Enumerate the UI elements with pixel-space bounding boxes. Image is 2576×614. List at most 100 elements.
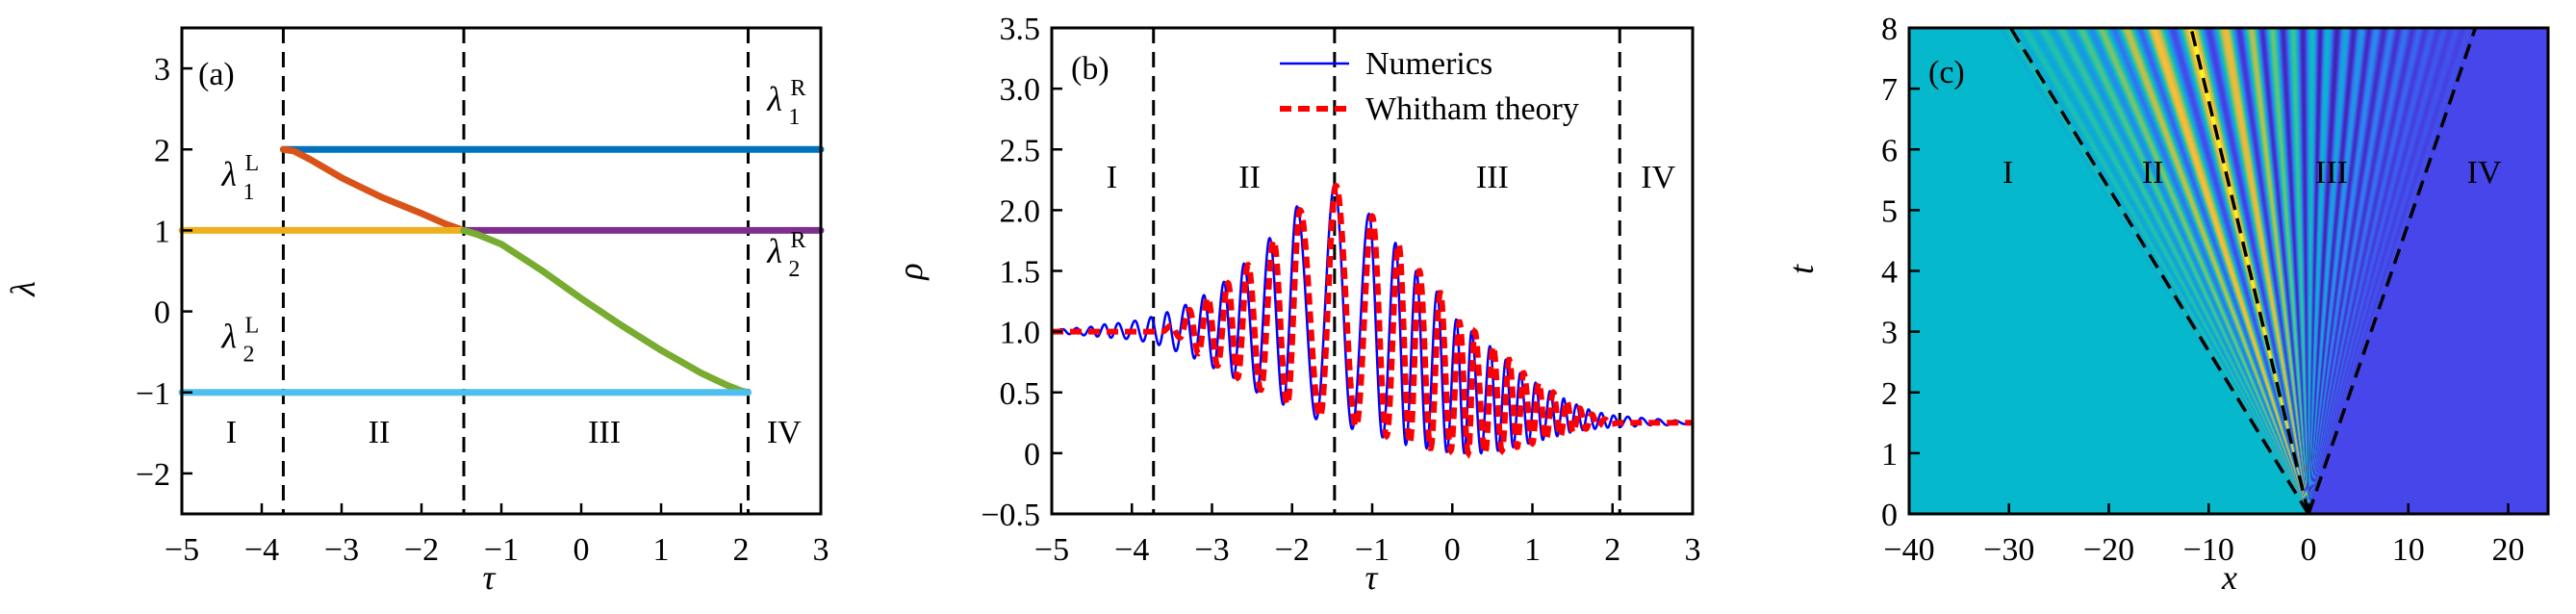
x-tick-label: 0 [2301, 532, 2317, 568]
y-tick-label: 3 [1881, 316, 1898, 351]
legend-label-whitham: Whitham theory [1365, 91, 1579, 127]
y-tick-label: 2.5 [1000, 133, 1041, 168]
y-tick-label: 5 [1881, 193, 1898, 229]
lambda-superscript: L [245, 151, 260, 176]
x-tick-label: 20 [2492, 532, 2525, 568]
x-tick-label: −30 [1983, 532, 2034, 568]
x-tick-label: −4 [244, 532, 279, 568]
region-label-IV: IV [2467, 155, 2502, 191]
heatmap-c [1909, 28, 2548, 514]
x-tick-label: 3 [813, 532, 829, 568]
y-tick-label: 2 [1881, 376, 1898, 412]
y-tick-label: 1.0 [1000, 316, 1041, 351]
panel-b: −5 −4 −3 −2 −1 0 1 2 3 −0.5 0 0.5 1.0 1.5 2.0 2.5 3.0 3.5… [891, 12, 1701, 597]
lambda-annotation: λ L 1 [221, 151, 260, 205]
lambda-symbol: λ [221, 155, 238, 193]
curve-lambda-green [460, 226, 752, 397]
panel-label-b: (b) [1071, 51, 1109, 87]
region-label-III: III [1476, 160, 1509, 195]
lambda-symbol: λ [766, 232, 782, 270]
y-tick-label: 0 [154, 295, 170, 331]
x-axis-label: x [2221, 558, 2237, 597]
y-tick-label: 6 [1881, 133, 1898, 168]
y-tick-label: −0.5 [981, 498, 1040, 533]
panel-label-a: (a) [198, 57, 235, 92]
region-label-IV: IV [1641, 160, 1675, 195]
x-tick-label: −2 [404, 532, 439, 568]
region-label-I: I [2002, 155, 2013, 191]
y-tick-label: 1 [154, 214, 170, 249]
x-tick-label: 3 [1685, 532, 1701, 568]
lambda-subscript: 2 [243, 342, 255, 367]
axes-frame [1907, 26, 2550, 516]
region-boundary-ray [2008, 27, 2310, 515]
axes-frame [180, 26, 823, 516]
lambda-symbol: λ [766, 80, 782, 118]
y-tick-label: 1.5 [1000, 255, 1041, 291]
y-tick-label: 3.5 [1000, 12, 1041, 47]
y-tick-label: −2 [136, 457, 170, 493]
region-label-II: II [2142, 155, 2164, 191]
x-tick-label: 10 [2392, 532, 2425, 568]
x-tick-label: 1 [1524, 532, 1541, 568]
y-tick-label: 0.5 [1000, 376, 1041, 412]
lambda-symbol: λ [221, 317, 238, 355]
x-tick-label: −40 [1883, 532, 1934, 568]
region-boundary-ray [2189, 27, 2310, 515]
lambda-annotation: λ L 2 [221, 313, 260, 367]
x-tick-label: −3 [1194, 532, 1229, 568]
region-label-II: II [369, 415, 391, 450]
lambda-subscript: 1 [243, 180, 255, 205]
y-tick-label: −1 [136, 376, 170, 412]
x-tick-label: −10 [2183, 532, 2234, 568]
lambda-superscript: R [790, 228, 805, 253]
lambda-subscript: 1 [788, 105, 800, 130]
legend: Numerics Whitham theory [1280, 46, 1579, 127]
y-tick-label: 0 [1881, 498, 1898, 533]
x-axis-label: τ [483, 558, 497, 597]
x-tick-label: −5 [165, 532, 199, 568]
y-tick-label: 1 [1881, 437, 1898, 473]
y-tick-label: 0 [1024, 437, 1040, 473]
x-tick-label: −1 [484, 532, 519, 568]
region-label-IV: IV [767, 415, 802, 450]
x-tick-label: −1 [1355, 532, 1390, 568]
region-label-III: III [2315, 155, 2348, 191]
axes-frame [1050, 26, 1695, 516]
x-tick-label: −2 [1275, 532, 1310, 568]
x-tick-label: −20 [2083, 532, 2134, 568]
x-tick-label: −4 [1114, 532, 1149, 568]
y-axis-label: λ [4, 281, 42, 297]
x-tick-label: 1 [653, 532, 670, 568]
curve-lambda-orange [279, 145, 468, 234]
y-tick-label: 2 [154, 133, 170, 168]
lambda-superscript: L [245, 313, 260, 338]
x-tick-label: 0 [1444, 532, 1461, 568]
y-tick-label: 3 [154, 52, 170, 88]
x-tick-label: 2 [1604, 532, 1620, 568]
region-label-II: II [1238, 160, 1261, 195]
y-axis-label: t [1782, 264, 1821, 274]
region-label-III: III [588, 415, 621, 450]
region-label-I: I [226, 415, 237, 450]
lambda-subscript: 2 [788, 257, 800, 282]
x-tick-label: −5 [1034, 532, 1069, 568]
y-tick-label: 3.0 [1000, 72, 1041, 108]
y-tick-label: 4 [1881, 255, 1898, 291]
x-tick-label: 0 [574, 532, 590, 568]
legend-label-numerics: Numerics [1365, 46, 1492, 82]
region-boundary-ray [2307, 27, 2478, 515]
lambda-annotation: λ R 1 [766, 76, 805, 130]
y-axis-label: ρ [891, 263, 930, 280]
x-tick-label: −3 [324, 532, 359, 568]
y-tick-label: 2.0 [1000, 193, 1041, 229]
x-tick-label: 2 [733, 532, 750, 568]
series-group [1052, 183, 1693, 459]
y-tick-label: 8 [1881, 12, 1898, 47]
x-axis-label: τ [1365, 558, 1379, 597]
y-tick-label: 7 [1881, 72, 1898, 108]
